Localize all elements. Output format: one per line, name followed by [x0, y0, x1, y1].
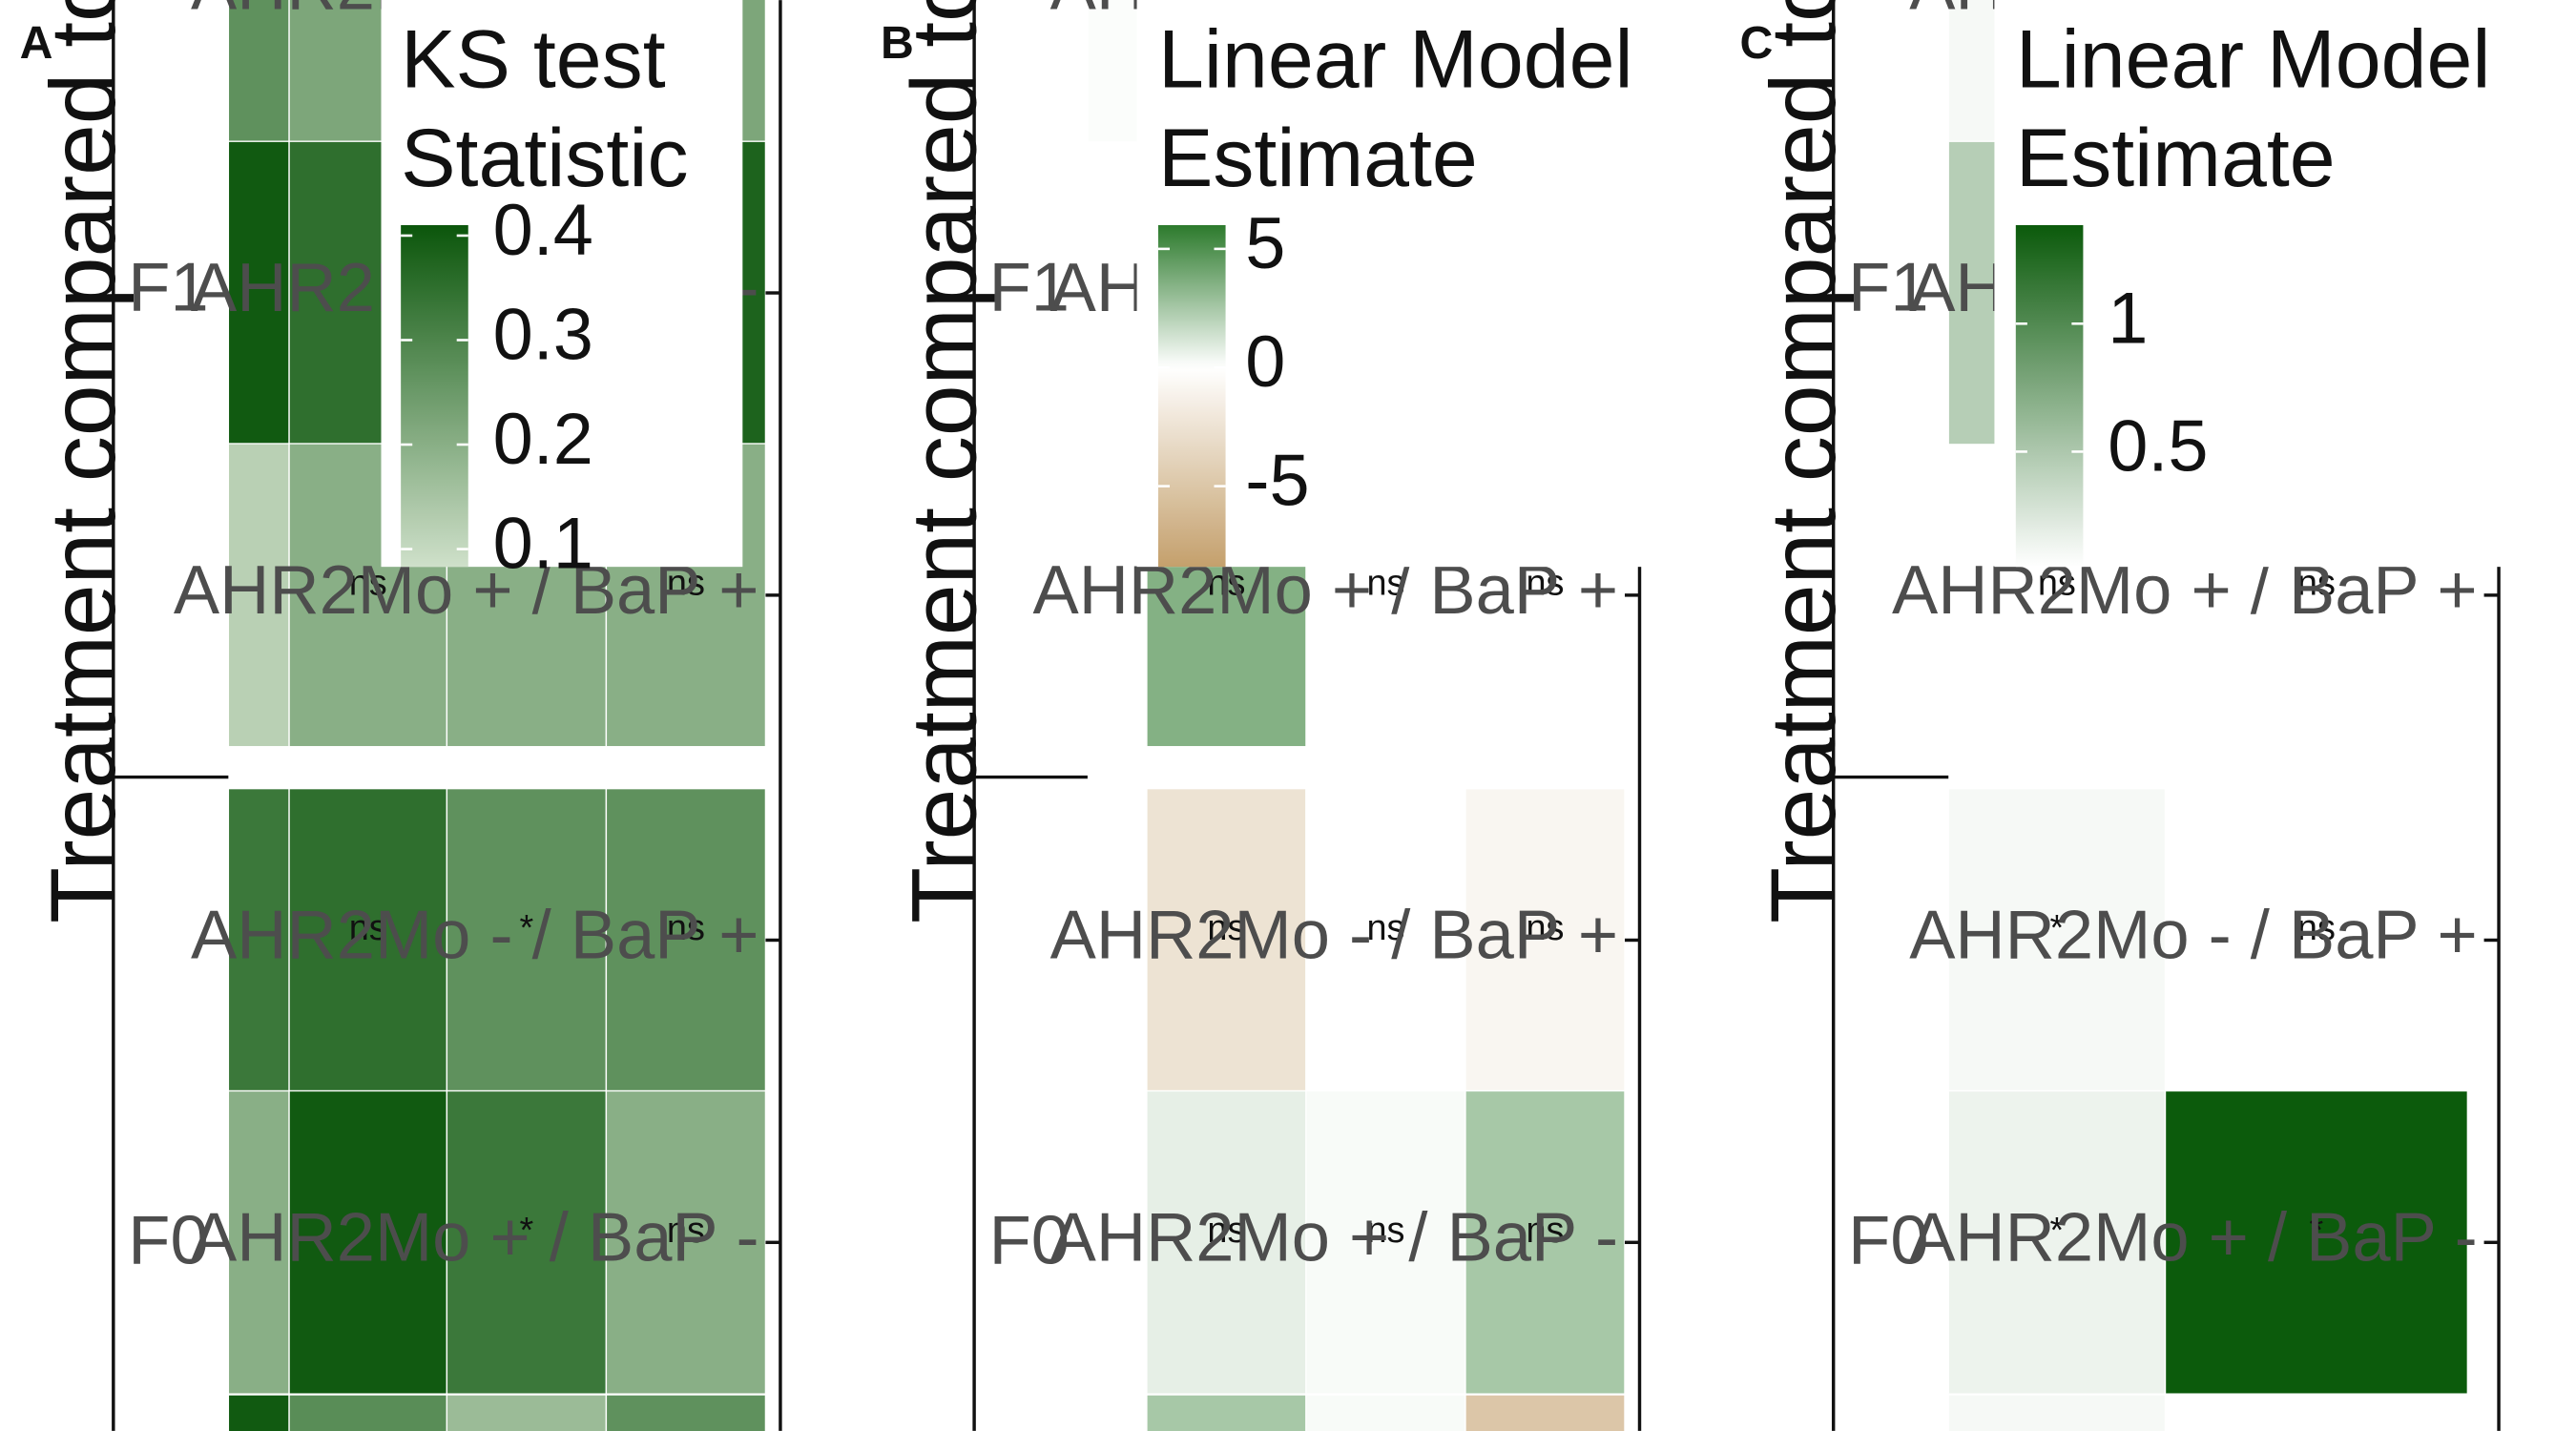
- significance-label: ns: [667, 1211, 705, 1251]
- heatmap-cell: [1146, 1394, 1307, 1431]
- y-tick-label: AHR2Mo + / BaP -: [191, 1199, 758, 1275]
- panel-label: B: [881, 17, 914, 69]
- colorbar-tick-label: 0.4: [493, 190, 593, 271]
- y-axis-title: Treatment compared to: [1753, 0, 1855, 923]
- significance-label: ns: [1366, 564, 1404, 604]
- facet-label: F0: [128, 1202, 208, 1278]
- heatmap-cell: [1947, 1089, 2167, 1395]
- heatmap-cell: [227, 443, 290, 748]
- colorbar: [401, 225, 468, 568]
- heatmap-cell: [1947, 787, 2167, 1093]
- significance-label: *: [2049, 1211, 2064, 1251]
- heatmap-cell: [2164, 1089, 2469, 1395]
- heatmap-cell: [1465, 1089, 1626, 1395]
- significance-label: ns: [1207, 1211, 1245, 1251]
- heatmap-cell: [1465, 1394, 1626, 1431]
- significance-label: ns: [1526, 564, 1564, 604]
- legend-title: Estimate: [1158, 113, 1478, 204]
- colorbar-tick-label: 0.5: [2108, 405, 2208, 487]
- y-axis-title: Treatment compared to: [32, 0, 135, 923]
- significance-label: *: [520, 908, 534, 948]
- colorbar: [2015, 225, 2084, 568]
- facet-label: F0: [989, 1202, 1070, 1278]
- heatmap-cell: [288, 1394, 448, 1431]
- legend-title: KS test: [401, 14, 666, 106]
- colorbar-tick-label: 0.2: [493, 399, 593, 480]
- colorbar-tick-label: 5: [1245, 203, 1285, 284]
- significance-label: ns: [1526, 1211, 1564, 1251]
- facet-label: F1: [128, 250, 208, 326]
- heatmap-cell: [227, 787, 290, 1093]
- heatmap-cell: [1305, 1089, 1466, 1395]
- heatmap-cell: [446, 1089, 608, 1395]
- heatmap-cell: [1305, 787, 1466, 1093]
- heatmap-cell: [605, 1394, 767, 1431]
- significance-label: ns: [1207, 908, 1245, 948]
- significance-label: ns: [2038, 564, 2076, 604]
- significance-label: *: [2310, 1211, 2324, 1251]
- heatmap-cell: [288, 1089, 448, 1395]
- y-axis-title: Treatment compared to: [893, 0, 995, 923]
- heatmap-cell: [605, 787, 767, 1093]
- y-tick-label: AHR2Mo - / BaP +: [1909, 898, 2477, 974]
- legend-title: Estimate: [2016, 113, 2336, 204]
- colorbar-tick-label: 1: [2108, 278, 2148, 359]
- significance-label: ns: [2297, 564, 2336, 604]
- significance-label: *: [520, 1211, 534, 1251]
- legend-title: Linear Model: [2016, 14, 2491, 106]
- significance-label: ns: [349, 908, 387, 948]
- heatmap-cell: [1947, 1394, 2167, 1431]
- heatmap-cell: [1465, 787, 1626, 1093]
- significance-label: ns: [1207, 564, 1245, 604]
- heatmap-cell: [288, 787, 448, 1093]
- colorbar-tick-label: 0.3: [493, 294, 593, 375]
- y-tick-label: AHR2Mo + / BaP -: [1909, 1199, 2477, 1275]
- heatmap-cell: [227, 1394, 290, 1431]
- colorbar: [1157, 225, 1226, 568]
- y-tick-label: AHR2Mo + / BaP -: [1050, 1199, 1618, 1275]
- y-tick-label: AHR2Mo - / BaP +: [191, 898, 758, 974]
- significance-label: ns: [1366, 908, 1404, 948]
- legend-title: Linear Model: [1158, 14, 1633, 106]
- significance-label: ns: [667, 564, 705, 604]
- facet-label: F1: [989, 250, 1070, 326]
- legend-background: [1136, 0, 1701, 568]
- heatmap-cell: [605, 1089, 767, 1395]
- significance-label: ns: [667, 908, 705, 948]
- colorbar-tick-label: 0: [1245, 321, 1285, 403]
- colorbar-tick-label: -5: [1245, 441, 1309, 522]
- panel-label: C: [1740, 17, 1774, 69]
- heatmap-cell: [446, 1394, 608, 1431]
- heatmap-cell: [227, 1089, 290, 1395]
- legend-title: Statistic: [401, 113, 688, 204]
- heatmap-cell: [1146, 1089, 1307, 1395]
- significance-label: ns: [349, 564, 387, 604]
- facet-label: F0: [1848, 1202, 1928, 1278]
- colorbar-tick-label: 0.1: [493, 504, 593, 585]
- panel-label: A: [20, 17, 53, 69]
- facet-label: F1: [1848, 250, 1928, 326]
- legend-background: [1994, 0, 2576, 568]
- y-tick-label: AHR2Mo - / BaP +: [1050, 898, 1618, 974]
- heatmap-cell: [1305, 1394, 1466, 1431]
- significance-label: ns: [1526, 908, 1564, 948]
- significance-label: ns: [1366, 1211, 1404, 1251]
- significance-label: ns: [2297, 908, 2336, 948]
- significance-label: *: [2049, 908, 2064, 948]
